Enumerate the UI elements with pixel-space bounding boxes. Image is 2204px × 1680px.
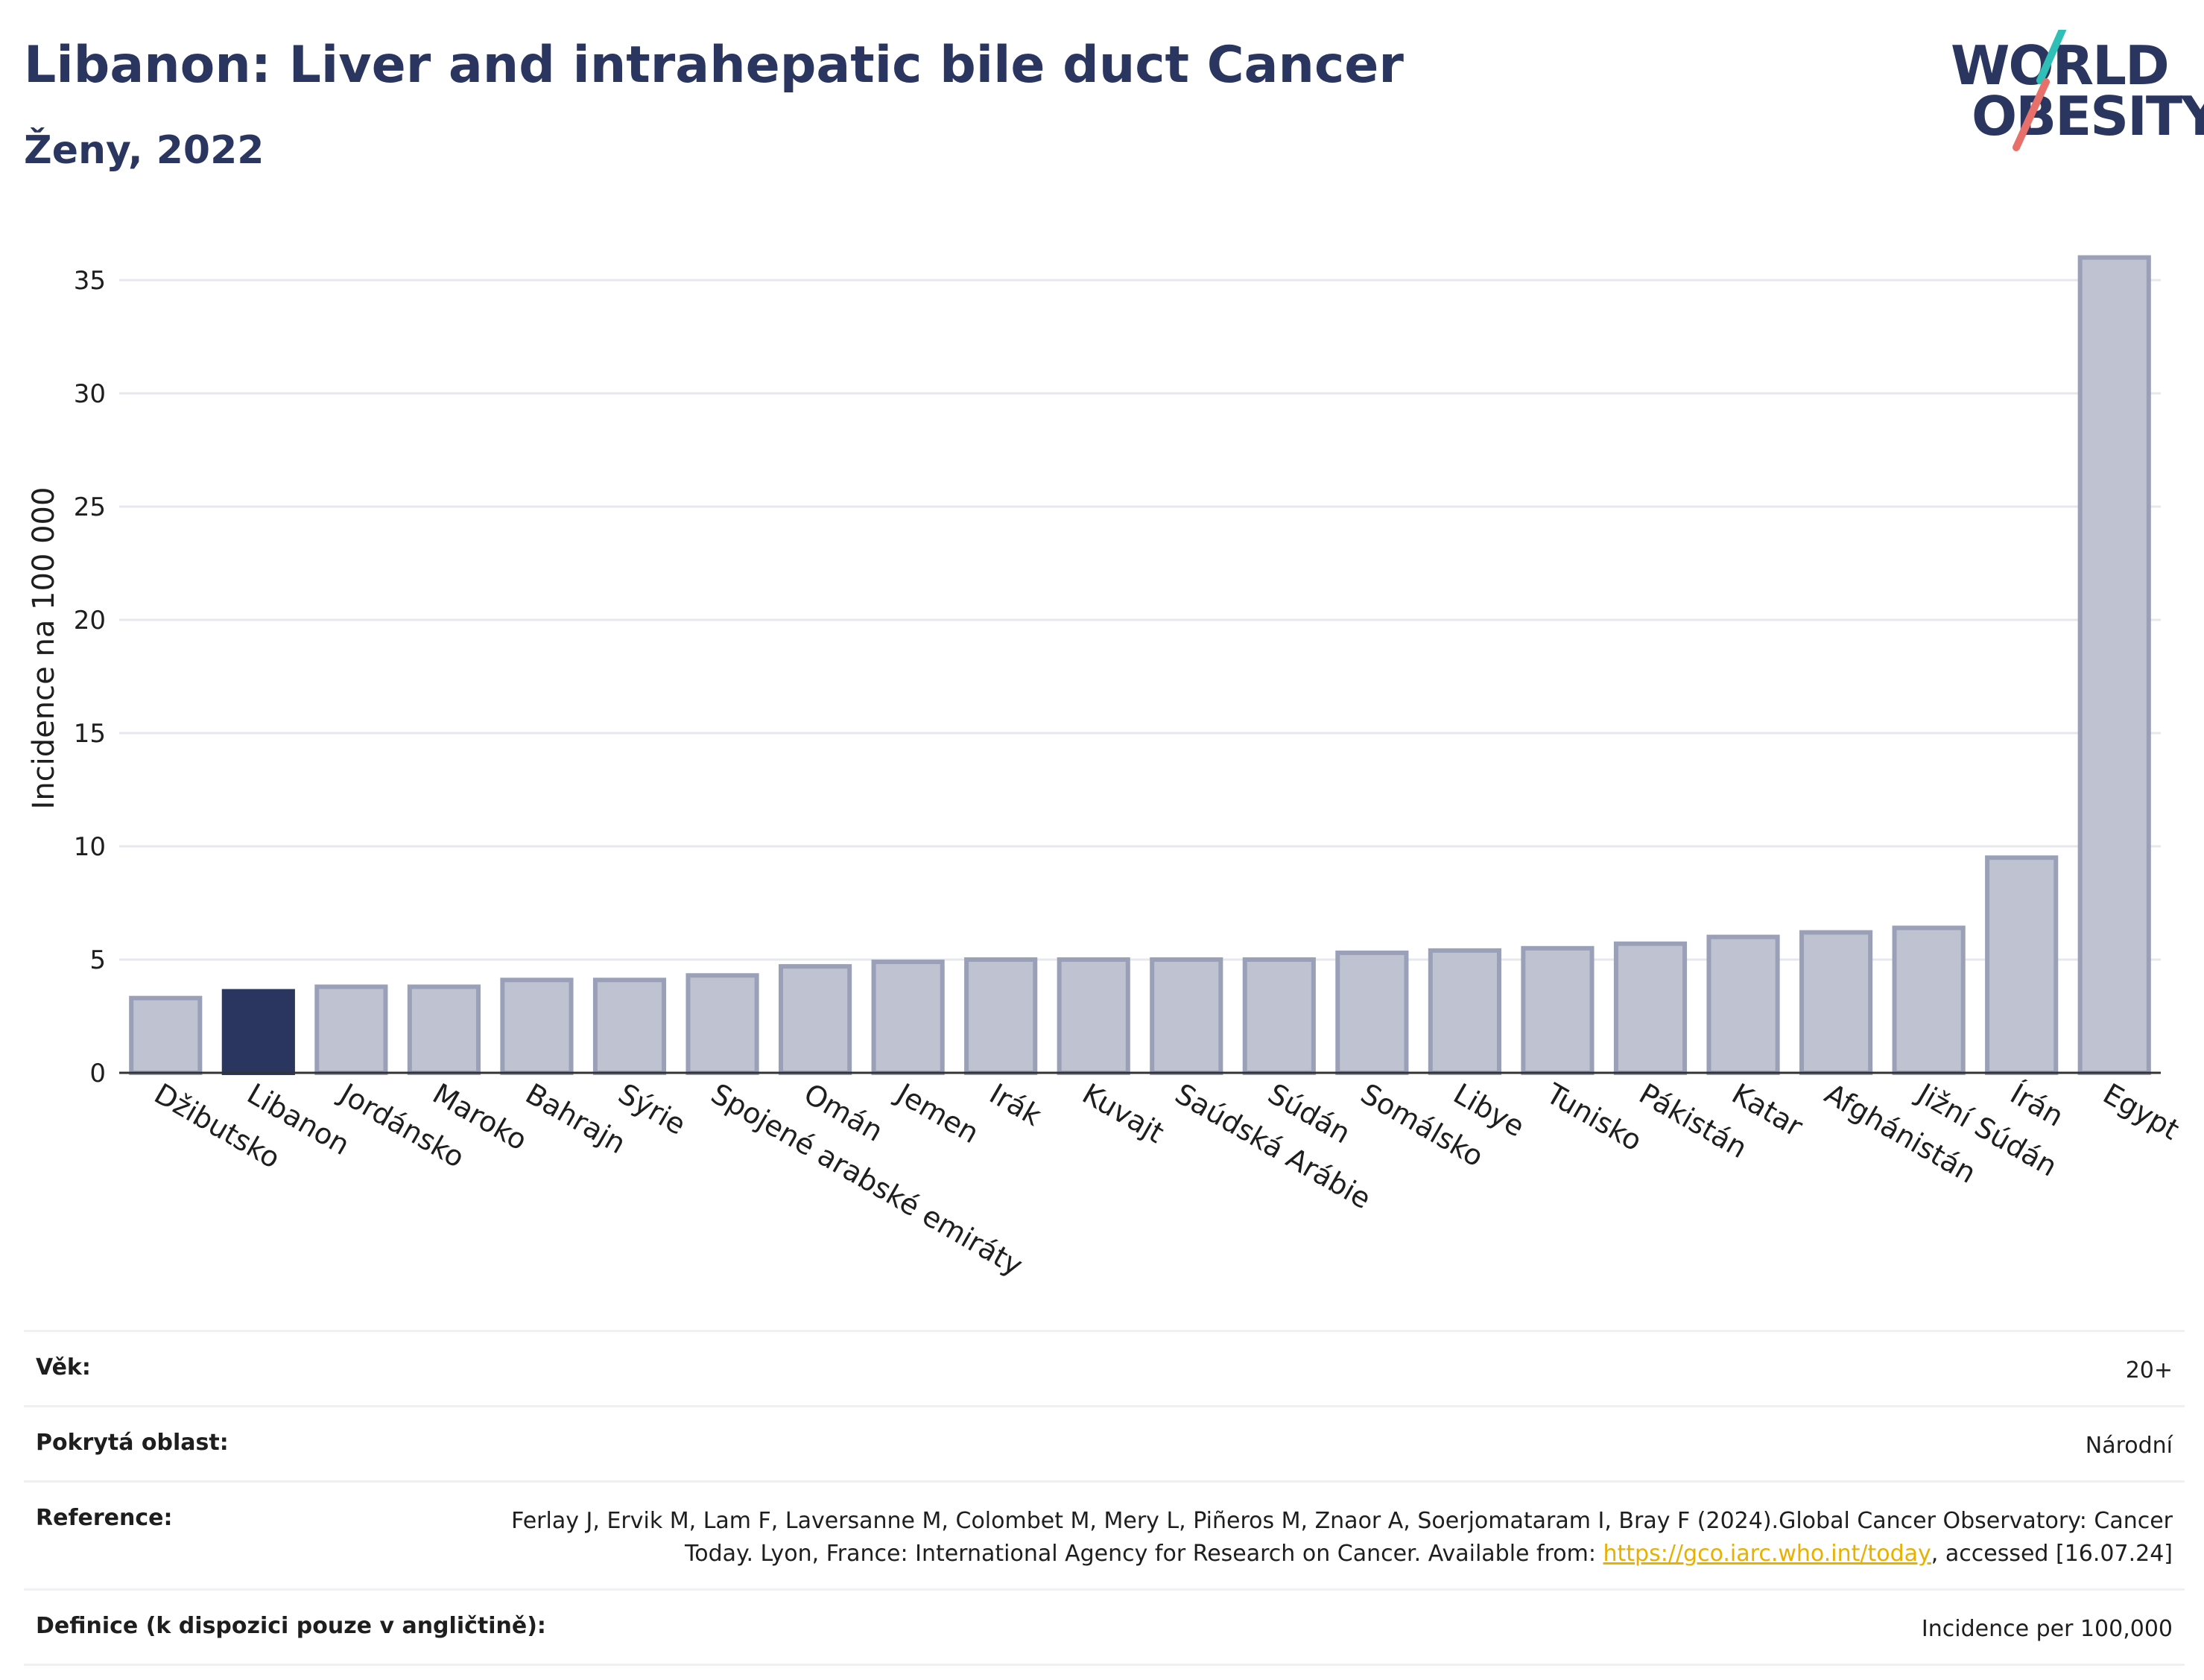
bar-6 <box>685 973 759 1076</box>
bar-10 <box>1057 957 1130 1075</box>
bar-9 <box>964 957 1038 1075</box>
bar-16 <box>1613 941 1688 1075</box>
bar-21 <box>2077 255 2151 1076</box>
meta-definition-label: Definice (k dispozici pouze v angličtině… <box>36 1613 546 1639</box>
x-tick-label: Írán <box>2005 1077 2069 1133</box>
x-tick-label: Tunisko <box>1540 1077 1647 1158</box>
meta-definition-value: Incidence per 100,000 <box>1921 1616 2173 1642</box>
y-tick-label: 20 <box>74 606 106 635</box>
bar-5 <box>592 977 667 1075</box>
x-tick-label: Irák <box>984 1077 1047 1132</box>
world-obesity-logo: WORLD OBESITY <box>1937 30 2204 164</box>
bar-chart: Incidence na 100 00005101520253035Džibut… <box>27 255 2185 1282</box>
meta-area-value: Národní <box>2085 1433 2173 1459</box>
bar-3 <box>407 984 481 1075</box>
x-tick-label: Bahrajn <box>520 1077 631 1161</box>
bar-4 <box>500 977 574 1075</box>
logo-slash-icon <box>2013 30 2066 151</box>
y-tick-label: 15 <box>74 719 106 749</box>
bar-20 <box>1985 855 2059 1075</box>
y-tick-label: 30 <box>74 379 106 409</box>
page-subtitle: Ženy, 2022 <box>24 128 265 173</box>
reference-accessed: , accessed [16.07.24] <box>1931 1541 2173 1567</box>
bar-12 <box>1242 957 1316 1075</box>
bar-1 <box>221 989 295 1076</box>
logo-line-2: OBESITY <box>1972 85 2204 148</box>
meta-row-age: Věk: 20+ <box>24 1330 2185 1405</box>
x-tick-label: Kuvajt <box>1077 1077 1169 1150</box>
y-axis-label: Incidence na 100 000 <box>27 487 61 810</box>
reference-text: Ferlay J, Ervik M, Lam F, Laversanne M, … <box>511 1508 2173 1567</box>
meta-age-value: 20+ <box>2125 1357 2173 1383</box>
metadata-table: Věk: 20+ Pokrytá oblast: Národní Referen… <box>24 1330 2185 1666</box>
bar-14 <box>1428 948 1501 1075</box>
bar-17 <box>1706 934 1780 1075</box>
page-title: Libanon: Liver and intrahepatic bile duc… <box>24 36 1404 95</box>
logo-line-1: WORLD <box>1951 34 2170 97</box>
meta-row-definition: Definice (k dispozici pouze v angličtině… <box>24 1588 2185 1666</box>
reference-link[interactable]: https://gco.iarc.who.int/today <box>1603 1541 1931 1567</box>
bar-8 <box>871 960 945 1076</box>
y-tick-label: 0 <box>89 1059 106 1088</box>
meta-reference-value: Ferlay J, Ervik M, Lam F, Laversanne M, … <box>496 1505 2173 1570</box>
meta-row-area: Pokrytá oblast: Národní <box>24 1405 2185 1480</box>
bar-13 <box>1335 950 1409 1075</box>
y-tick-label: 10 <box>74 832 106 862</box>
meta-area-label: Pokrytá oblast: <box>36 1430 229 1456</box>
y-tick-label: 25 <box>74 492 106 522</box>
x-tick-label: Egypt <box>2097 1077 2185 1147</box>
bar-7 <box>779 964 852 1075</box>
meta-row-reference: Reference: Ferlay J, Ervik M, Lam F, Lav… <box>24 1480 2185 1588</box>
bar-11 <box>1150 957 1223 1075</box>
y-tick-label: 35 <box>74 266 106 296</box>
bar-0 <box>129 995 203 1076</box>
y-tick-label: 5 <box>89 945 106 975</box>
meta-reference-label: Reference: <box>36 1505 173 1531</box>
bar-19 <box>1892 925 1966 1075</box>
meta-age-label: Věk: <box>36 1354 91 1381</box>
bar-18 <box>1799 930 1873 1076</box>
x-tick-label: Jemen <box>890 1077 984 1150</box>
bar-2 <box>314 984 388 1075</box>
bar-15 <box>1521 945 1595 1075</box>
